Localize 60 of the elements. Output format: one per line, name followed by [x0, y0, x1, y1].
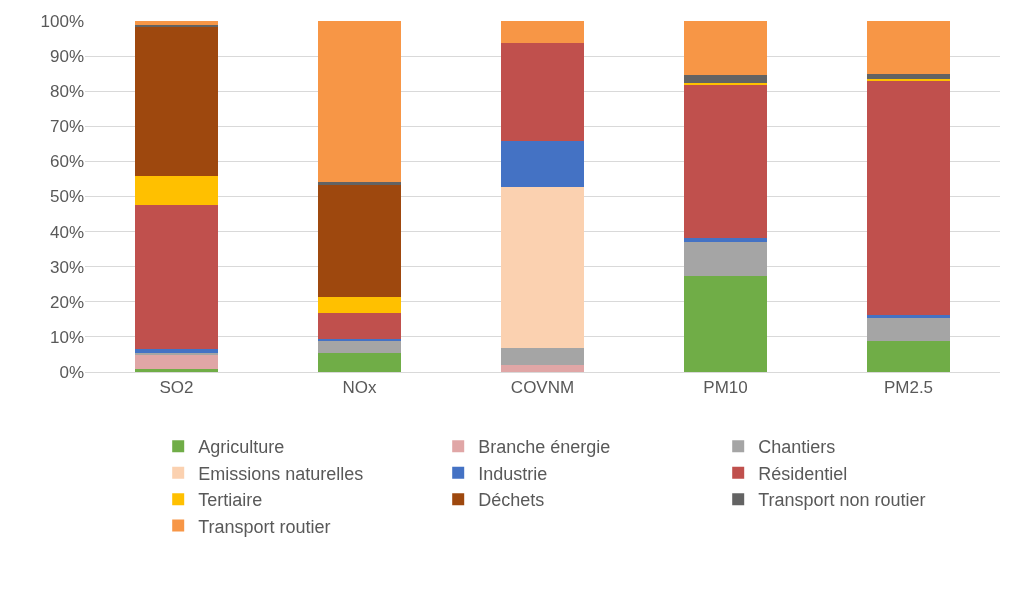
bar [135, 27, 218, 176]
bar [135, 353, 218, 356]
bar [318, 182, 401, 185]
y-tick-label: 60% [49, 152, 84, 172]
bar [135, 204, 218, 350]
legend-label: Transport routier [198, 516, 331, 537]
y-tick-label: 70% [49, 117, 84, 137]
bar [867, 81, 950, 316]
y-tick-label: 30% [49, 257, 84, 277]
x-tick-label: COVNM [510, 378, 575, 398]
bar [135, 175, 218, 205]
y-tick-label: 10% [49, 327, 84, 347]
legend-label: Transport non routier [758, 490, 926, 511]
y-tick-label: 50% [49, 187, 84, 207]
y-tick-label: 0% [59, 362, 84, 382]
bar [501, 42, 584, 142]
y-tick-label: 40% [49, 222, 84, 242]
bar [135, 349, 218, 354]
bar [684, 84, 767, 238]
bar [135, 355, 218, 369]
y-tick-label: 20% [49, 292, 84, 312]
bar [501, 21, 584, 43]
bar [135, 368, 218, 372]
bar [318, 313, 401, 340]
x-tick-label: PM2.5 [883, 378, 934, 398]
x-tick-label: NOx [342, 378, 377, 398]
bar [318, 353, 401, 372]
bar [867, 341, 950, 372]
legend-label: Résidentiel [758, 463, 848, 484]
bar [684, 275, 767, 372]
y-tick-label: 100% [40, 11, 84, 31]
legend-label: Déchets [478, 490, 545, 511]
bar [867, 315, 950, 319]
legend-label: Agriculture [198, 437, 285, 458]
y-tick-label: 80% [49, 82, 84, 102]
legend-label: Emissions naturelles [198, 463, 364, 484]
x-tick-label: PM10 [703, 378, 748, 398]
y-tick-label: 90% [49, 47, 84, 67]
bar [684, 21, 767, 76]
legend-label: Industrie [478, 463, 548, 484]
bar [684, 82, 767, 85]
bar [867, 318, 950, 342]
bar [867, 79, 950, 82]
legend-label: Branche énergie [478, 437, 611, 458]
legend-label: Chantiers [758, 437, 836, 458]
legend-label: Tertiaire [198, 490, 263, 511]
bar [501, 364, 584, 372]
bar [684, 241, 767, 276]
bar [318, 340, 401, 354]
bar [501, 141, 584, 188]
bar [318, 184, 401, 297]
bar [318, 296, 401, 314]
x-tick-label: SO2 [159, 378, 194, 398]
bar [867, 74, 950, 80]
bar [684, 237, 767, 242]
bar [501, 348, 584, 365]
bar [867, 21, 950, 75]
bar [501, 187, 584, 349]
bar [684, 75, 767, 83]
bar [318, 21, 401, 183]
